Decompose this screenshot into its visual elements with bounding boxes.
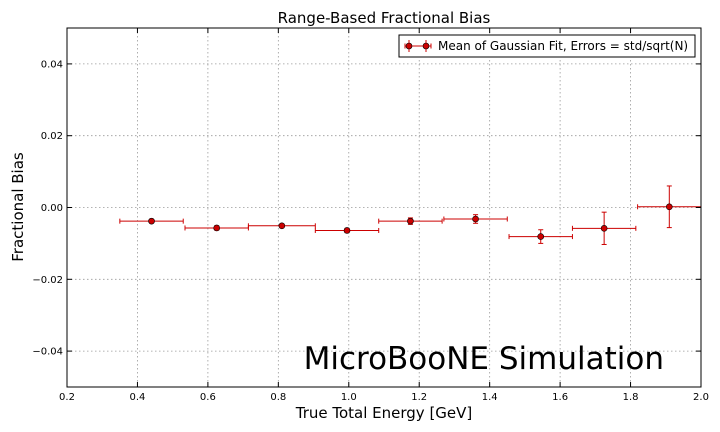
legend-marker — [404, 40, 432, 52]
x-tick-label: 1.0 — [341, 392, 357, 403]
axis-ticks: 0.2 0.4 0.6 0.8 1.0 1.2 1.4 1.6 1.8 2.0 −0.04 −0.02… — [32, 28, 709, 403]
y-tick-label: 0.04 — [41, 59, 63, 70]
point-marker — [343, 227, 351, 234]
x-tick-label: 1.6 — [552, 392, 568, 403]
data-point — [247, 222, 316, 230]
data-point — [378, 217, 443, 225]
x-tick-label: 1.4 — [482, 392, 498, 403]
point-marker — [407, 217, 414, 225]
grid-lines — [67, 28, 701, 387]
x-tick-label: 1.8 — [623, 392, 639, 403]
legend-point-marker — [405, 42, 413, 50]
point-marker — [148, 217, 155, 225]
data-point — [119, 217, 184, 225]
chart-title: Range-Based Fractional Bias — [278, 9, 491, 27]
y-tick-label: 0.02 — [41, 131, 63, 142]
legend-point-marker — [422, 42, 430, 50]
point-marker — [537, 233, 545, 240]
point-marker — [600, 225, 608, 232]
x-tick-label: 2.0 — [693, 392, 709, 403]
data-point — [571, 211, 637, 245]
point-marker — [472, 215, 479, 223]
x-tick-label: 0.2 — [59, 392, 75, 403]
y-axis-label: Fractional Bias — [9, 152, 27, 262]
legend-entry-label: Mean of Gaussian Fit, Errors = std/sqrt(… — [438, 39, 688, 53]
legend: Mean of Gaussian Fit, Errors = std/sqrt(… — [398, 34, 696, 58]
data-point — [314, 227, 380, 234]
x-axis-label: True Total Energy [GeV] — [295, 404, 473, 422]
data-point — [508, 229, 573, 244]
legend-box — [398, 34, 696, 58]
x-tick-label: 0.8 — [270, 392, 286, 403]
y-tick-label: 0.00 — [41, 203, 63, 214]
point-marker — [665, 203, 673, 211]
data-point — [637, 185, 702, 229]
simulation-annotation: MicroBooNE Simulation — [304, 341, 664, 377]
point-marker — [278, 222, 286, 230]
y-tick-label: −0.04 — [32, 347, 63, 358]
data-marks — [119, 185, 702, 245]
x-tick-label: 1.2 — [411, 392, 427, 403]
data-point — [443, 214, 508, 224]
data-point — [184, 224, 249, 232]
x-tick-label: 0.6 — [200, 392, 216, 403]
point-marker — [213, 224, 220, 232]
x-tick-label: 0.4 — [129, 392, 145, 403]
y-tick-label: −0.02 — [32, 275, 63, 286]
